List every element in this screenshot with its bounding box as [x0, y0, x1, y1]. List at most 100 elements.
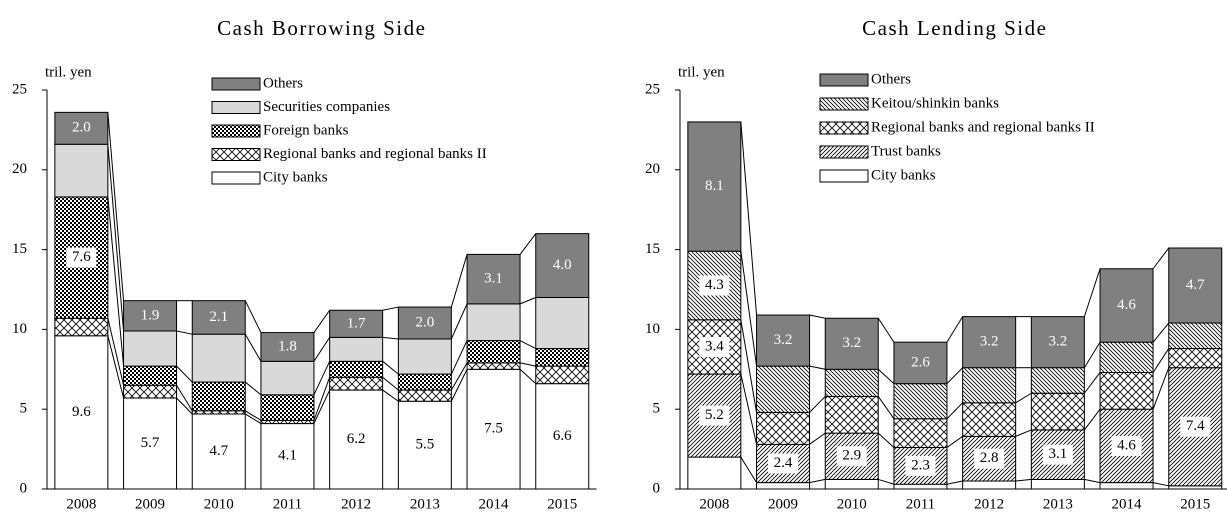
bar-segment: [756, 482, 811, 490]
bar-segment: [535, 348, 590, 367]
bar-segment: [397, 373, 452, 391]
connector: [1152, 367, 1170, 410]
data-label: 2.0: [415, 314, 434, 330]
connector: [107, 144, 125, 332]
y-tick-label: 25: [645, 81, 660, 97]
bar-segment: [397, 389, 452, 402]
data-label: 5.5: [415, 437, 434, 453]
bar-segment: [191, 300, 246, 335]
y-tick-label: 15: [12, 241, 27, 257]
connector: [877, 396, 895, 420]
bar-segment: [1030, 392, 1085, 431]
connector: [740, 456, 757, 483]
bar-segment: [756, 365, 811, 413]
bar-segment: [191, 381, 246, 412]
legend-swatch: [819, 121, 869, 135]
connector: [740, 121, 758, 316]
connector: [809, 314, 826, 319]
label-box: [272, 446, 303, 467]
bar-segment: [329, 309, 384, 338]
connector: [809, 396, 826, 413]
connector: [946, 402, 964, 420]
legend-swatch: [819, 97, 869, 111]
x-tick-label: 2012: [974, 496, 1004, 512]
connector: [1084, 478, 1101, 484]
data-label: 3.2: [774, 332, 793, 348]
connector: [313, 361, 331, 396]
connector: [1015, 478, 1032, 482]
connector: [946, 480, 963, 485]
data-label: 4.6: [1117, 297, 1136, 313]
data-label: 7.5: [484, 421, 503, 437]
bar-segment: [893, 341, 948, 385]
data-label: 6.2: [347, 431, 366, 447]
data-label: 3.2: [842, 335, 861, 351]
x-tick-label: 2010: [204, 496, 234, 512]
bar-segment: [824, 368, 879, 397]
data-label: 4.0: [553, 257, 572, 273]
bar-segment: [329, 376, 384, 391]
label-box: [547, 426, 578, 447]
data-label: 1.8: [278, 338, 297, 354]
connector: [519, 233, 537, 255]
connector: [244, 381, 262, 396]
connector: [313, 309, 331, 333]
legend-swatch: [819, 169, 869, 183]
connector: [244, 413, 262, 424]
connector: [176, 365, 193, 383]
bar-segment: [397, 400, 452, 490]
label-box: [203, 441, 234, 462]
label-box: [768, 453, 799, 474]
connector: [1083, 268, 1101, 317]
label-box: [135, 433, 166, 454]
bar-segment: [54, 317, 109, 337]
bar-segment: [1030, 367, 1085, 394]
y-tick-label: 5: [20, 401, 28, 417]
legend-label: Foreign banks: [263, 122, 349, 138]
label-box: [409, 435, 440, 456]
connector: [382, 336, 399, 340]
y-tick-label: 25: [12, 81, 27, 97]
data-label: 4.3: [705, 277, 724, 293]
connector: [382, 306, 399, 311]
connector: [809, 432, 826, 445]
legend-label: Regional banks and regional banks II: [263, 146, 487, 162]
label-box: [66, 247, 97, 268]
connector: [1152, 348, 1170, 373]
bar-segment: [962, 316, 1017, 369]
x-tick-label: 2008: [66, 496, 96, 512]
bar-segment: [466, 340, 521, 364]
data-label: 2.6: [911, 354, 930, 370]
bar-segment: [1168, 322, 1223, 350]
connector: [1083, 341, 1101, 368]
x-tick-label: 2013: [1043, 496, 1073, 512]
connector: [946, 316, 964, 343]
data-label: 1.7: [347, 315, 366, 331]
label-box: [836, 446, 867, 467]
connector: [1152, 482, 1169, 487]
bar-segment: [1099, 482, 1154, 490]
legend-label: Others: [263, 75, 303, 91]
y-axis-label: tril. yen: [45, 64, 92, 80]
x-tick-label: 2011: [273, 496, 302, 512]
x-tick-label: 2009: [135, 496, 165, 512]
bar-segment: [824, 395, 879, 434]
bar-segment: [756, 411, 811, 445]
bar-segment: [260, 332, 315, 362]
bar-segment: [54, 143, 109, 198]
bar-segment: [1030, 478, 1085, 490]
data-label: 3.2: [980, 334, 999, 350]
connector: [519, 368, 537, 385]
label-box: [1042, 444, 1073, 465]
connector: [809, 365, 826, 370]
connector: [946, 435, 963, 448]
data-label: 3.1: [484, 271, 503, 287]
data-label: 5.2: [705, 407, 724, 423]
bar-segment: [191, 333, 246, 383]
connector: [740, 319, 758, 413]
connector: [519, 340, 536, 349]
bar-segment: [824, 317, 879, 370]
legend-label: City banks: [871, 167, 936, 183]
